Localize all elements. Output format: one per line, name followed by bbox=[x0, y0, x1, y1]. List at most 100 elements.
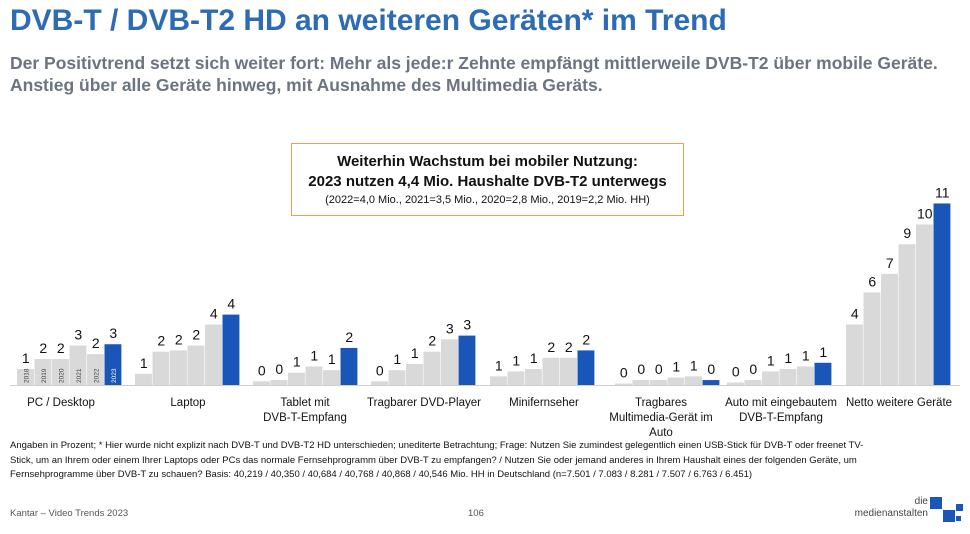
data-label-3-2020: 1 bbox=[411, 345, 419, 361]
bar-3-2020 bbox=[406, 364, 423, 385]
data-label-6-2020: 1 bbox=[767, 352, 775, 368]
bar-4-2023 bbox=[577, 350, 595, 385]
year-label-2021: 2021 bbox=[76, 368, 83, 383]
bar-7-2022 bbox=[916, 224, 933, 385]
bar-6-2022 bbox=[797, 366, 814, 385]
category-label-7: Netto weitere Geräte bbox=[846, 397, 952, 409]
bar-3-2022 bbox=[441, 339, 458, 385]
data-label-3-2022: 3 bbox=[446, 320, 454, 336]
data-label-1-2019: 2 bbox=[157, 333, 165, 349]
data-label-0-2020: 2 bbox=[57, 340, 65, 356]
data-label-0-2022: 2 bbox=[92, 335, 100, 351]
bar-4-2019 bbox=[507, 371, 525, 385]
category-label-5: Tragbares Multimedia-Gerät im Auto bbox=[609, 397, 713, 439]
data-label-4-2023: 2 bbox=[582, 331, 590, 347]
data-label-2-2022: 1 bbox=[328, 351, 336, 367]
year-label-2022: 2022 bbox=[93, 368, 100, 383]
data-label-7-2022: 10 bbox=[917, 205, 933, 221]
year-label-2020: 2020 bbox=[58, 368, 65, 383]
bar-6-2018 bbox=[727, 382, 744, 385]
data-label-7-2021: 9 bbox=[903, 225, 911, 241]
data-label-4-2019: 1 bbox=[512, 352, 520, 368]
data-label-5-2021: 1 bbox=[672, 359, 680, 375]
bar-7-2019 bbox=[863, 292, 881, 385]
bar-5-2021 bbox=[667, 377, 685, 385]
callout-line-1: Weiterhin Wachstum bei mobiler Nutzung: bbox=[337, 153, 638, 170]
callout-box: Weiterhin Wachstum bei mobiler Nutzung: … bbox=[291, 143, 684, 216]
logo-line-1: die bbox=[914, 496, 928, 507]
bar-5-2020 bbox=[650, 380, 667, 385]
data-label-3-2018: 0 bbox=[376, 362, 384, 378]
bar-1-2020 bbox=[170, 350, 187, 385]
data-label-1-2021: 2 bbox=[192, 326, 200, 342]
category-label-3: Tragbarer DVD-Player bbox=[367, 397, 481, 409]
bar-1-2018 bbox=[135, 373, 152, 385]
bar-7-2020 bbox=[881, 273, 898, 385]
bar-0-2018 bbox=[17, 368, 34, 385]
bar-5-2023 bbox=[702, 380, 720, 385]
page-title: DVB-T / DVB-T2 HD an weiteren Geräten* i… bbox=[10, 4, 727, 37]
bar-3-2018 bbox=[371, 381, 388, 385]
data-label-4-2020: 1 bbox=[530, 350, 538, 366]
data-label-2-2019: 0 bbox=[275, 361, 283, 377]
category-label-6: Auto mit eingebautem DVB-T-Empfang bbox=[725, 397, 837, 424]
source-label: Kantar – Video Trends 2023 bbox=[10, 508, 129, 519]
data-label-4-2021: 2 bbox=[547, 339, 555, 355]
logo-mark-icon bbox=[930, 497, 963, 522]
bar-0-2019 bbox=[34, 359, 52, 385]
bar-2-2023 bbox=[340, 347, 358, 385]
data-label-7-2019: 6 bbox=[868, 273, 876, 289]
bar-1-2021 bbox=[187, 345, 205, 385]
year-label-2023: 2023 bbox=[111, 368, 118, 383]
data-label-6-2023: 1 bbox=[819, 344, 827, 360]
year-label-2018: 2018 bbox=[23, 368, 30, 383]
page-subtitle: Der Positivtrend setzt sich weiter fort:… bbox=[10, 53, 938, 95]
data-label-2-2023: 2 bbox=[345, 329, 353, 345]
bar-4-2020 bbox=[525, 368, 542, 385]
bar-6-2023 bbox=[814, 362, 832, 385]
bar-4-2021 bbox=[542, 357, 560, 385]
data-label-1-2022: 4 bbox=[210, 305, 218, 321]
data-label-5-2019: 0 bbox=[637, 361, 645, 377]
data-label-6-2022: 1 bbox=[802, 347, 810, 363]
bar-6-2019 bbox=[744, 380, 762, 385]
data-label-5-2022: 1 bbox=[690, 357, 698, 373]
data-label-5-2023: 0 bbox=[707, 361, 715, 377]
bar-5-2022 bbox=[685, 376, 702, 385]
bar-4-2022 bbox=[560, 357, 577, 385]
data-label-7-2020: 7 bbox=[886, 255, 894, 271]
data-label-0-2021: 3 bbox=[74, 326, 82, 342]
bar-7-2023 bbox=[933, 203, 951, 385]
bar-1-2019 bbox=[152, 351, 170, 385]
data-label-3-2019: 1 bbox=[393, 351, 401, 367]
data-label-0-2023: 3 bbox=[109, 325, 117, 341]
bar-7-2021 bbox=[898, 244, 916, 385]
bar-6-2021 bbox=[779, 368, 797, 385]
data-label-2-2020: 1 bbox=[293, 354, 301, 370]
data-label-5-2020: 0 bbox=[655, 361, 663, 377]
bar-7-2018 bbox=[846, 324, 863, 385]
bar-2-2021 bbox=[305, 366, 323, 385]
data-label-6-2021: 1 bbox=[784, 350, 792, 366]
data-label-7-2018: 4 bbox=[851, 305, 859, 321]
bar-0-2021 bbox=[69, 345, 87, 385]
data-label-5-2018: 0 bbox=[620, 365, 628, 381]
bar-3-2023 bbox=[458, 335, 476, 385]
data-label-0-2019: 2 bbox=[39, 340, 47, 356]
bar-4-2018 bbox=[490, 376, 507, 385]
category-label-1: Laptop bbox=[170, 397, 205, 409]
logo-text: die medienanstalten bbox=[836, 496, 928, 520]
footnote: Angaben in Prozent; * Hier wurde nicht e… bbox=[10, 440, 864, 480]
bar-6-2020 bbox=[762, 371, 779, 385]
data-label-3-2023: 3 bbox=[463, 317, 471, 333]
bar-0-2023 bbox=[104, 344, 122, 385]
data-label-4-2022: 2 bbox=[565, 339, 573, 355]
data-label-4-2018: 1 bbox=[495, 357, 503, 373]
bar-3-2019 bbox=[388, 370, 406, 385]
data-label-6-2018: 0 bbox=[732, 364, 740, 380]
data-label-2-2018: 0 bbox=[258, 362, 266, 378]
data-label-3-2021: 2 bbox=[428, 333, 436, 349]
bar-2-2018 bbox=[253, 381, 270, 385]
category-label-2: Tablet mit DVB-T-Empfang bbox=[263, 397, 347, 424]
bar-1-2023 bbox=[222, 314, 240, 385]
